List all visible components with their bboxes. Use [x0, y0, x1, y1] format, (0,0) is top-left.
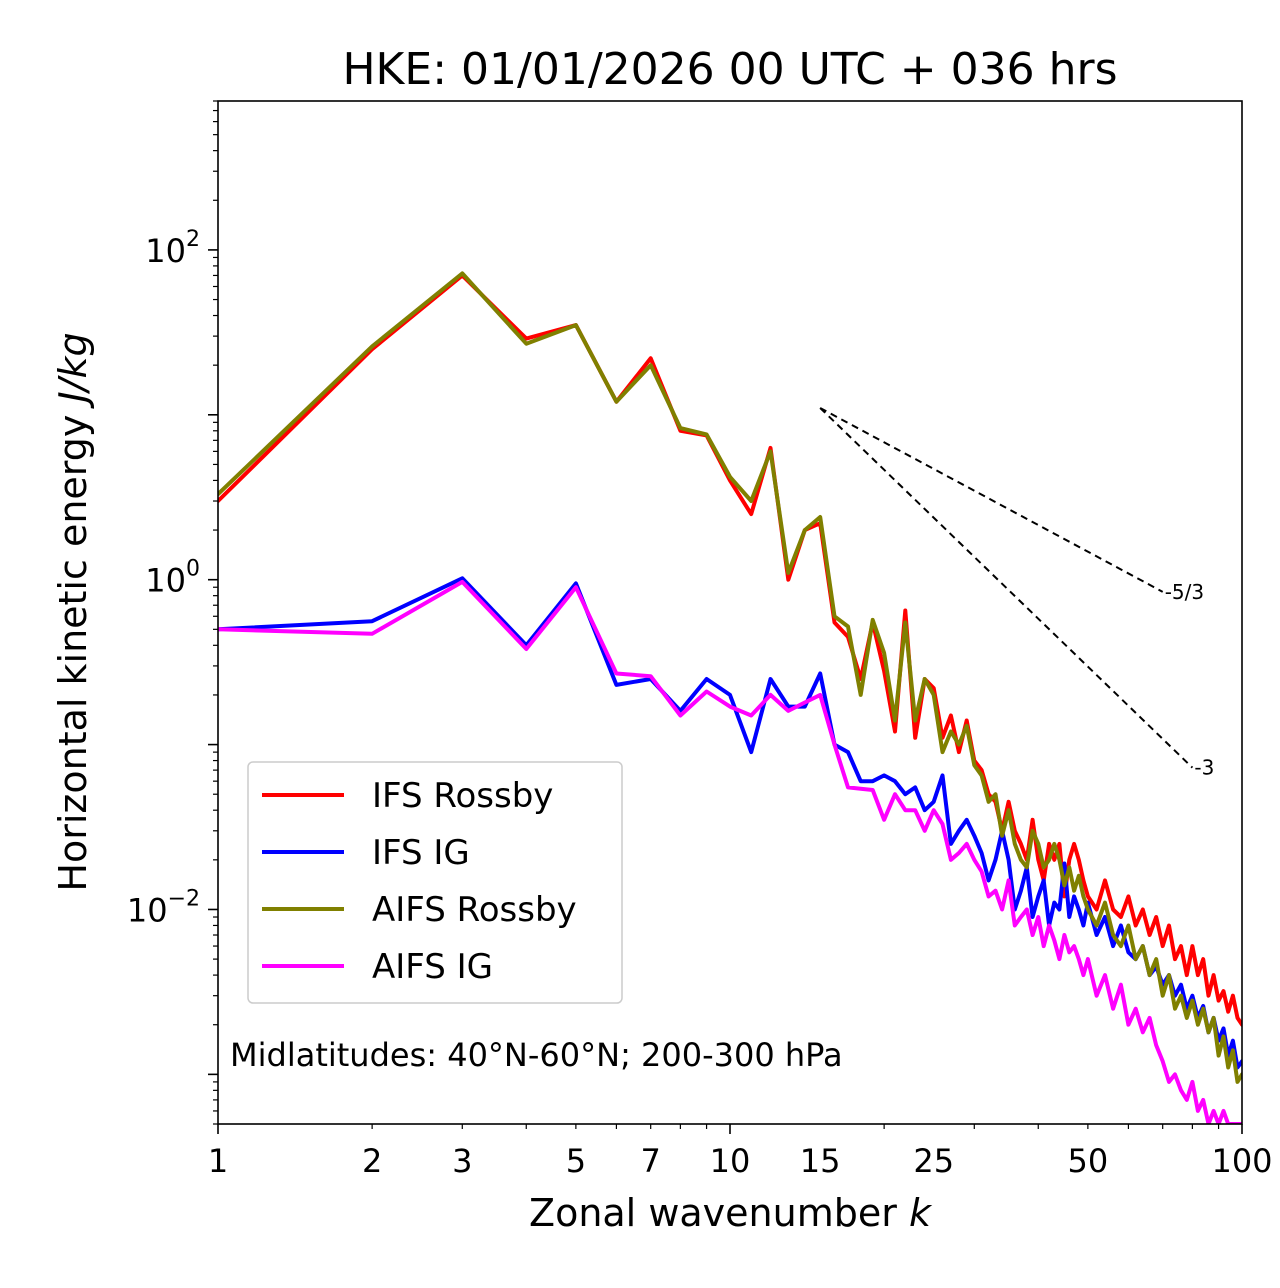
x-tick-label: 10: [710, 1142, 751, 1180]
x-tick-label: 15: [800, 1142, 841, 1180]
x-tick-label: 1: [208, 1142, 228, 1180]
x-tick-label: 25: [913, 1142, 954, 1180]
reference-slope-line-2: [819, 407, 1194, 769]
y-axis-label-text: Horizontal kinetic energy: [51, 403, 95, 892]
legend-label: AIFS Rossby: [372, 890, 577, 930]
legend-label: IFS Rossby: [372, 776, 553, 816]
series-layer: [218, 271, 1242, 1124]
series-line-aifs-rossby: [218, 271, 1242, 1084]
y-tick-label: 102: [145, 227, 200, 270]
legend-label: AIFS IG: [372, 947, 493, 987]
y-axis-label: Horizontal kinetic energy J/kg: [51, 332, 95, 891]
y-axis-label-unit: J/kg: [51, 332, 95, 409]
series-line-aifs-ig: [218, 579, 1242, 1124]
legend-box: [247, 761, 623, 1004]
reference-slope-line-1: [819, 407, 1164, 593]
y-tick-label: 10−2: [127, 886, 200, 929]
x-tick-label: 7: [641, 1142, 661, 1180]
legend-label: IFS IG: [372, 833, 470, 873]
x-tick-label: 50: [1068, 1142, 1109, 1180]
reference-slope-label-2: -3: [1194, 756, 1214, 780]
x-axis-label: Zonal wavenumber k: [529, 1191, 933, 1235]
x-tick-label: 100: [1211, 1142, 1272, 1180]
region-annotation: Midlatitudes: 40°N-60°N; 200-300 hPa: [230, 1036, 843, 1074]
chart-title: HKE: 01/01/2026 00 UTC + 036 hrs: [342, 44, 1117, 95]
legend: IFS Rossby IFS IG AIFS Rossby AIFS IG: [247, 761, 623, 1004]
y-tick-label: 100: [145, 557, 200, 600]
x-axis-ticks: 1 2 3 5 7 10 15 25 50 100: [208, 1124, 1273, 1180]
reference-slopes: -5/3 -3: [819, 407, 1214, 780]
y-axis-ticks: 102 100 10−2: [127, 100, 218, 1125]
x-tick-label: 5: [566, 1142, 586, 1180]
x-tick-label: 3: [452, 1142, 472, 1180]
x-axis-label-text: Zonal wavenumber: [529, 1191, 909, 1235]
x-tick-label: 2: [362, 1142, 382, 1180]
x-axis-label-var: k: [909, 1191, 933, 1235]
reference-slope-label-1: -5/3: [1165, 580, 1204, 604]
